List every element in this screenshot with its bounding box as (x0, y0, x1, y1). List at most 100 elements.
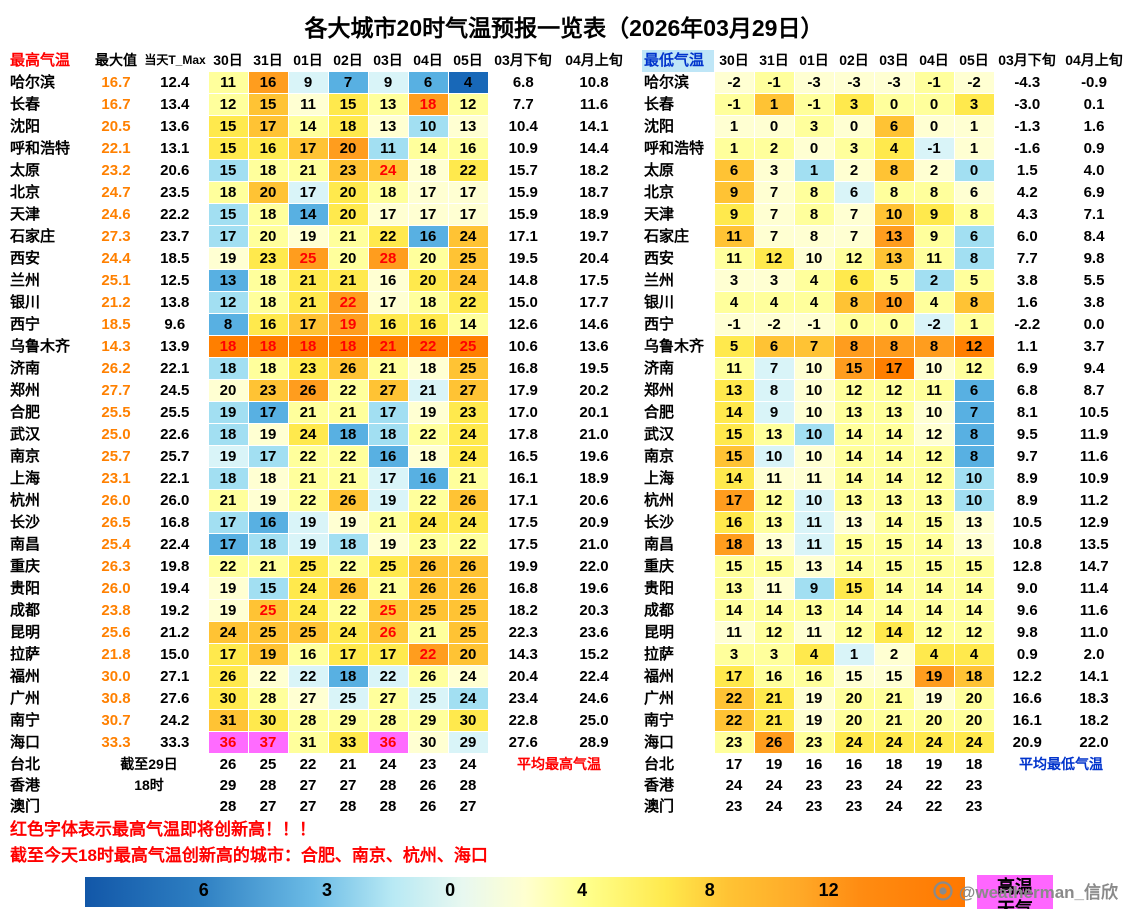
temp-cell: 5 (713, 335, 755, 358)
temp-cell: 24 (367, 159, 409, 182)
temp-cell: 17 (367, 203, 409, 226)
temp-cell: 8 (207, 313, 249, 336)
temp-cell: 28 (248, 775, 288, 796)
temp-cell: 18 (247, 335, 289, 358)
temp-cell: 23 (954, 775, 994, 796)
late-march-avg: 16.6 (1012, 690, 1042, 707)
temp-cell: 29 (327, 709, 369, 732)
city-name: 澳门 (10, 798, 41, 815)
temp-cell: 13 (953, 511, 995, 534)
early-april-avg: 19.5 (579, 360, 609, 377)
today-tmax-value: 26.0 (160, 492, 190, 509)
table-row: 杭州 26.0 26.0 21 19 22 26 19 22 26 17.1 20.6 (8, 489, 630, 512)
page-title: 各大城市20时气温预报一览表（2026年03月29日） (304, 15, 824, 41)
city-name: 贵阳 (10, 580, 41, 597)
temp-cell: 14 (953, 577, 995, 600)
temp-cell: 24 (447, 225, 489, 248)
temp-cell: 8 (793, 225, 835, 248)
early-april-avg: 12.9 (1079, 514, 1109, 531)
today-tmax-value: 22.1 (160, 470, 190, 487)
temp-cell: 19 (247, 643, 289, 666)
temp-cell: 22 (327, 599, 369, 622)
temp-cell: -3 (833, 71, 875, 94)
early-april-avg: 22.4 (579, 668, 609, 685)
temp-cell: 14 (407, 137, 449, 160)
table-row: 武汉 15 13 10 14 14 12 8 9.5 11.9 (642, 423, 1128, 446)
temp-cell: 21 (753, 687, 795, 710)
table-row: 重庆 15 15 13 14 15 15 15 12.8 14.7 (642, 555, 1128, 578)
late-march-avg: 19.5 (508, 250, 538, 267)
temp-cell: 22 (327, 379, 369, 402)
temp-cell: 12 (447, 93, 489, 116)
city-name: 西安 (10, 250, 41, 267)
temp-cell: 22 (447, 533, 489, 556)
today-tmax-value: 24.2 (160, 712, 190, 729)
temp-cell: 7 (753, 203, 795, 226)
temp-cell: 3 (833, 93, 875, 116)
temp-cell: 4 (793, 269, 835, 292)
temp-cell: 18 (247, 467, 289, 490)
late-march-avg: 23.4 (508, 690, 538, 707)
temp-cell: 16 (834, 753, 874, 775)
table-row: 北京 24.7 23.5 18 20 17 20 18 17 17 15.9 18.7 (8, 181, 630, 204)
temp-cell: 9 (913, 225, 955, 248)
early-april-avg: 20.2 (579, 382, 609, 399)
table-row: 郑州 13 8 10 12 12 11 6 6.8 8.7 (642, 379, 1128, 402)
temp-cell: 25 (367, 599, 409, 622)
temp-cell: 9 (753, 401, 795, 424)
scale-tick: 6 (198, 880, 209, 900)
temp-cell: 10 (913, 357, 955, 380)
early-april-avg: 14.1 (579, 118, 609, 135)
record-max-value: 27.3 (101, 228, 131, 245)
table-row: 石家庄 27.3 23.7 17 20 19 21 22 16 24 17.1 19.7 (8, 225, 630, 248)
table-row: 成都 14 14 13 14 14 14 14 9.6 11.6 (642, 599, 1128, 622)
today-tmax-value: 19.8 (160, 558, 190, 575)
column-header: 05日 (959, 52, 989, 68)
late-march-avg: 17.0 (508, 404, 538, 421)
temp-cell: 17 (367, 467, 409, 490)
temp-cell: 22 (713, 709, 755, 732)
max-temp-header: 最高气温 最大值 当天T_Max 30日 31日 01日 02日 03日 04日 05日 03月下旬… (8, 50, 630, 72)
temp-cell: 28 (368, 796, 408, 817)
tables-area: 最高气温 最大值 当天T_Max 30日 31日 01日 02日 03日 04日 05日 03月下旬… (0, 50, 1128, 817)
temp-cell: 20 (913, 709, 955, 732)
temp-cell: 12 (913, 467, 955, 490)
temp-cell: 24 (207, 621, 249, 644)
city-name: 合肥 (644, 404, 675, 421)
temp-cell: 18 (407, 291, 449, 314)
max-temp-table: 最高气温 最大值 当天T_Max 30日 31日 01日 02日 03日 04日 05日 03月下旬… (8, 50, 630, 817)
table-row: 海口 23 26 23 24 24 24 24 20.9 22.0 (642, 731, 1128, 754)
early-april-avg: 15.2 (579, 646, 609, 663)
temp-cell: 22 (447, 159, 489, 182)
temp-cell: 14 (447, 313, 489, 336)
temp-cell: -1 (793, 313, 835, 336)
column-header: 03日 (373, 52, 403, 68)
record-max-value: 24.7 (101, 184, 131, 201)
temp-cell: 7 (833, 225, 875, 248)
temp-cell: 4 (753, 291, 795, 314)
temp-cell: 6 (953, 181, 995, 204)
temp-cell: 19 (913, 665, 955, 688)
city-name: 海口 (10, 734, 41, 751)
temp-cell: 10 (793, 423, 835, 446)
city-name: 北京 (644, 184, 675, 201)
table-row: 兰州 25.1 12.5 13 18 21 21 16 20 24 14.8 17.5 (8, 269, 630, 292)
table-row: 昆明 11 12 11 12 14 12 12 9.8 11.0 (642, 621, 1128, 644)
temp-cell: 24 (873, 731, 915, 754)
temp-cell: 0 (873, 313, 915, 336)
record-max-value: 30.0 (101, 668, 131, 685)
table-row: 石家庄 11 7 8 7 13 9 6 6.0 8.4 (642, 225, 1128, 248)
temp-cell: 15 (833, 577, 875, 600)
table-row: 银川 21.2 13.8 12 18 21 22 17 18 22 15.0 17.7 (8, 291, 630, 314)
avg-min-note (994, 796, 1128, 817)
city-name: 北京 (10, 184, 41, 201)
temp-cell: 18 (327, 423, 369, 446)
temp-cell: 36 (207, 731, 249, 754)
table-row: 西安 24.4 18.5 19 23 25 20 28 20 25 19.5 20.4 (8, 247, 630, 270)
temp-cell: 8 (753, 379, 795, 402)
late-march-avg: 4.3 (1016, 206, 1038, 223)
column-header: 最大值 (95, 52, 137, 69)
city-name: 银川 (10, 294, 41, 311)
late-march-avg: 8.9 (1016, 492, 1038, 509)
temp-cell: 21 (327, 225, 369, 248)
